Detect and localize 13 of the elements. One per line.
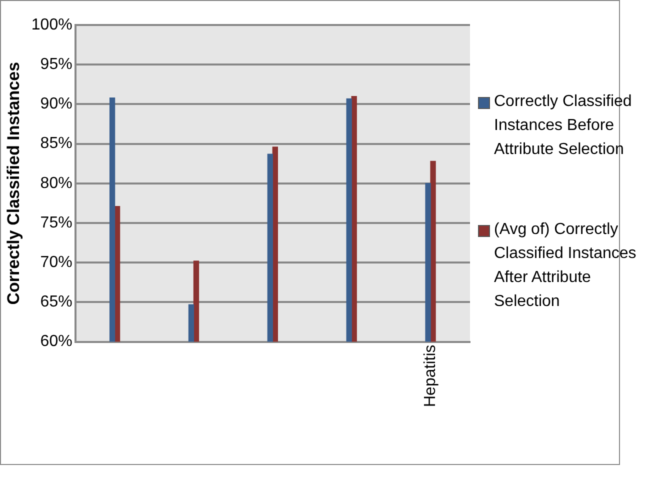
y-tick-label: 75% (40, 214, 72, 232)
y-axis-title: Correctly Classified Instances (4, 62, 23, 305)
y-tick-label: 100% (31, 16, 72, 34)
y-tick-label: 90% (40, 96, 72, 113)
y-tick-label: 80% (40, 174, 72, 192)
legend-label: (Avg of) Correctly Classified Instances After Attribute Selection (494, 220, 638, 312)
legend-label: Correctly Classified Instances Before Attribute Selection (494, 92, 633, 160)
x-tick-label: Hepatitis (422, 344, 439, 407)
y-tick-label: 65% (40, 294, 72, 311)
y-tick-label: 70% (40, 254, 72, 271)
y-tick-label: 60% (40, 333, 72, 350)
y-tick-label: 95% (40, 56, 72, 73)
y-tick-label: 85% (40, 135, 72, 152)
